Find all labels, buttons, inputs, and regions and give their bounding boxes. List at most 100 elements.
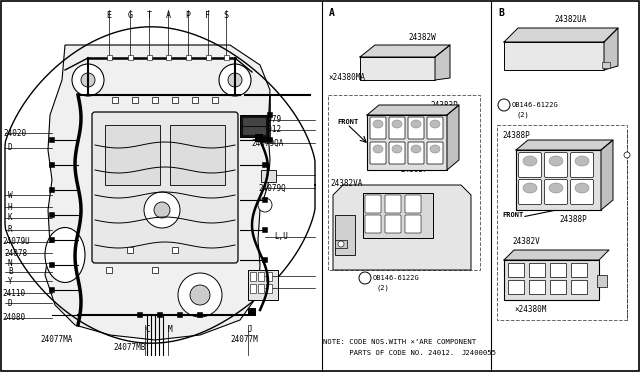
- Text: 24079U: 24079U: [2, 237, 29, 247]
- Bar: [255, 134, 263, 142]
- Circle shape: [190, 285, 210, 305]
- Text: 24080: 24080: [2, 314, 25, 323]
- FancyBboxPatch shape: [545, 180, 568, 205]
- Text: S: S: [223, 12, 228, 20]
- Bar: [172, 97, 178, 103]
- Bar: [497, 125, 627, 320]
- Bar: [177, 312, 182, 317]
- Bar: [335, 215, 355, 255]
- FancyBboxPatch shape: [570, 153, 593, 177]
- FancyBboxPatch shape: [405, 215, 421, 233]
- Text: 24077M: 24077M: [230, 336, 258, 344]
- Bar: [550, 280, 566, 294]
- Text: 24382V: 24382V: [512, 237, 540, 247]
- Text: FRONT: FRONT: [337, 119, 358, 125]
- Text: B: B: [8, 267, 13, 276]
- Circle shape: [154, 202, 170, 218]
- Polygon shape: [604, 28, 618, 70]
- Polygon shape: [504, 250, 609, 260]
- FancyBboxPatch shape: [385, 215, 401, 233]
- Ellipse shape: [549, 183, 563, 193]
- Text: Y: Y: [8, 276, 13, 285]
- Text: D: D: [8, 298, 13, 308]
- Bar: [367, 115, 447, 170]
- Bar: [516, 150, 601, 210]
- Text: FRONT: FRONT: [502, 212, 524, 218]
- FancyBboxPatch shape: [518, 180, 541, 205]
- Text: 24020: 24020: [3, 128, 26, 138]
- Text: B: B: [363, 276, 367, 282]
- FancyBboxPatch shape: [408, 117, 424, 139]
- Circle shape: [498, 99, 510, 111]
- Bar: [504, 42, 604, 70]
- FancyBboxPatch shape: [389, 142, 405, 164]
- Text: B: B: [498, 8, 504, 18]
- FancyBboxPatch shape: [370, 117, 386, 139]
- Polygon shape: [333, 185, 471, 270]
- Text: 24388P: 24388P: [502, 131, 530, 140]
- Text: 24079: 24079: [258, 115, 281, 125]
- Bar: [152, 267, 158, 273]
- Bar: [571, 280, 587, 294]
- Circle shape: [228, 73, 242, 87]
- FancyBboxPatch shape: [389, 117, 405, 139]
- FancyBboxPatch shape: [545, 153, 568, 177]
- FancyBboxPatch shape: [365, 195, 381, 213]
- Bar: [266, 284, 272, 293]
- Text: A: A: [329, 8, 335, 18]
- Ellipse shape: [411, 145, 421, 153]
- Circle shape: [72, 64, 104, 96]
- Bar: [267, 137, 272, 142]
- Ellipse shape: [523, 183, 537, 193]
- Bar: [106, 267, 112, 273]
- Ellipse shape: [523, 156, 537, 166]
- Circle shape: [219, 64, 251, 96]
- Bar: [127, 247, 133, 253]
- FancyBboxPatch shape: [370, 142, 386, 164]
- Text: 24012: 24012: [258, 125, 281, 135]
- Bar: [152, 97, 158, 103]
- Circle shape: [624, 152, 630, 158]
- Polygon shape: [367, 105, 459, 115]
- Bar: [132, 97, 138, 103]
- Ellipse shape: [373, 120, 383, 128]
- Bar: [240, 115, 268, 137]
- Text: OB146-6122G: OB146-6122G: [512, 102, 559, 108]
- Polygon shape: [516, 140, 613, 150]
- Text: F: F: [205, 12, 211, 20]
- FancyBboxPatch shape: [570, 180, 593, 205]
- Text: G: G: [127, 12, 132, 20]
- Text: 24077MB: 24077MB: [113, 343, 145, 353]
- Ellipse shape: [430, 145, 440, 153]
- Text: K: K: [8, 214, 13, 222]
- Circle shape: [359, 272, 371, 284]
- Bar: [529, 263, 545, 277]
- Bar: [258, 284, 264, 293]
- Bar: [197, 312, 202, 317]
- Text: 24078: 24078: [4, 248, 27, 257]
- Bar: [250, 272, 256, 281]
- Bar: [212, 97, 218, 103]
- Circle shape: [338, 241, 344, 247]
- Text: J2400055: J2400055: [462, 350, 497, 356]
- Bar: [328, 95, 480, 270]
- Bar: [258, 272, 264, 281]
- Text: X: X: [272, 283, 276, 292]
- Bar: [266, 272, 272, 281]
- Bar: [248, 270, 278, 300]
- Bar: [504, 260, 599, 300]
- Bar: [186, 55, 191, 60]
- Bar: [550, 263, 566, 277]
- Bar: [106, 55, 111, 60]
- Bar: [360, 57, 435, 80]
- Bar: [49, 262, 54, 267]
- Bar: [597, 275, 607, 287]
- Bar: [157, 312, 162, 317]
- Bar: [250, 284, 256, 293]
- Bar: [267, 112, 272, 117]
- Bar: [127, 55, 132, 60]
- FancyBboxPatch shape: [518, 153, 541, 177]
- Bar: [602, 62, 610, 68]
- Text: D: D: [8, 144, 13, 153]
- Text: H: H: [8, 202, 13, 212]
